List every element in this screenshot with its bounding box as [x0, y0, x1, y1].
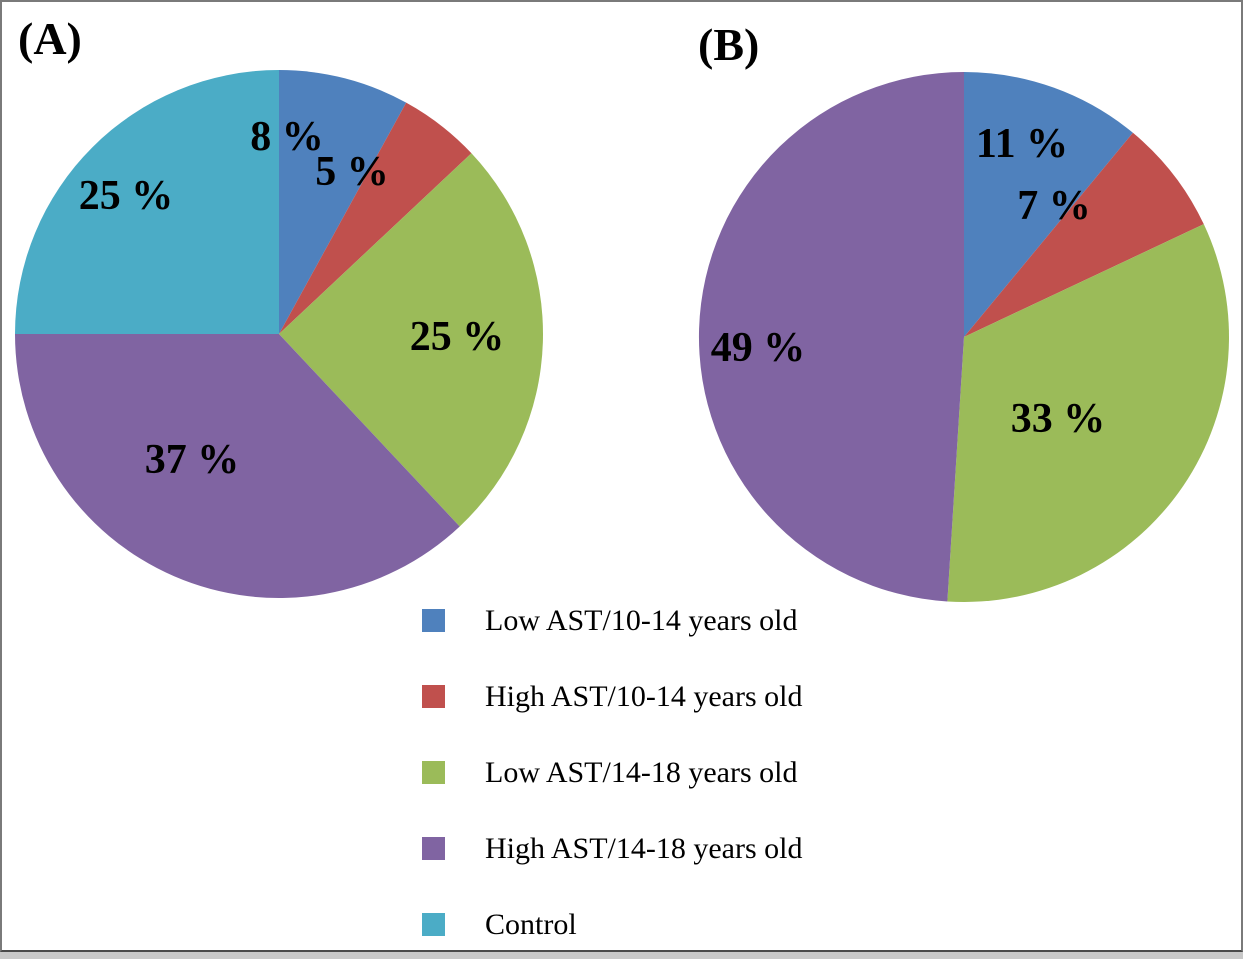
- legend-swatch-cyan-icon: [422, 913, 445, 936]
- legend-swatch-green-icon: [422, 761, 445, 784]
- pie-b-slice-high-ast-14-18-years-old: [698, 71, 964, 602]
- pie-a-value-label-high-ast-10-14-years-old: 5 %: [315, 149, 389, 195]
- pie-b-slice-low-ast-14-18-years-old: [947, 224, 1230, 603]
- legend-label: High AST/14-18 years old: [485, 831, 803, 865]
- legend-item: Low AST/14-18 years old: [422, 757, 802, 787]
- pie-a-slice-control: [15, 70, 279, 334]
- legend-label: Low AST/10-14 years old: [485, 603, 798, 637]
- legend-item: High AST/14-18 years old: [422, 833, 802, 863]
- pie-b-value-label-low-ast-14-18-years-old: 33 %: [1010, 396, 1106, 442]
- pie-a-value-label-high-ast-14-18-years-old: 37 %: [144, 437, 240, 483]
- pie-b-value-label-high-ast-14-18-years-old: 49 %: [710, 325, 806, 371]
- legend-item: High AST/10-14 years old: [422, 681, 802, 711]
- legend-item: Control: [422, 909, 802, 939]
- legend-label: Low AST/14-18 years old: [485, 755, 798, 789]
- bottom-strip: [0, 952, 1243, 959]
- pie-b-value-label-low-ast-10-14-years-old: 11 %: [975, 121, 1069, 167]
- legend-swatch-red-icon: [422, 685, 445, 708]
- pie-a-slice-high-ast-10-14-years-old: [279, 102, 472, 334]
- legend: Low AST/10-14 years old High AST/10-14 y…: [422, 605, 802, 959]
- legend-swatch-blue-icon: [422, 609, 445, 632]
- pie-a-slice-high-ast-14-18-years-old: [15, 334, 460, 599]
- legend-label: Control: [485, 907, 577, 941]
- pie-b-slice-low-ast-10-14-years-old: [964, 72, 1133, 337]
- legend-label: High AST/10-14 years old: [485, 679, 803, 713]
- pie-a-value-label-low-ast-10-14-years-old: 8 %: [250, 114, 324, 160]
- pie-b-value-label-high-ast-10-14-years-old: 7 %: [1017, 183, 1091, 229]
- pie-b-slice-high-ast-10-14-years-old: [964, 132, 1204, 337]
- pie-a-slice-low-ast-14-18-years-old: [279, 153, 544, 527]
- pie-a-value-label-control: 25 %: [78, 173, 174, 219]
- panel-title-b: (B): [698, 19, 760, 70]
- pie-a-slice-low-ast-10-14-years-old: [279, 70, 407, 334]
- legend-swatch-purple-icon: [422, 837, 445, 860]
- panel-title-a: (A): [18, 13, 82, 64]
- legend-item: Low AST/10-14 years old: [422, 605, 802, 635]
- pie-a-value-label-low-ast-14-18-years-old: 25 %: [409, 314, 505, 360]
